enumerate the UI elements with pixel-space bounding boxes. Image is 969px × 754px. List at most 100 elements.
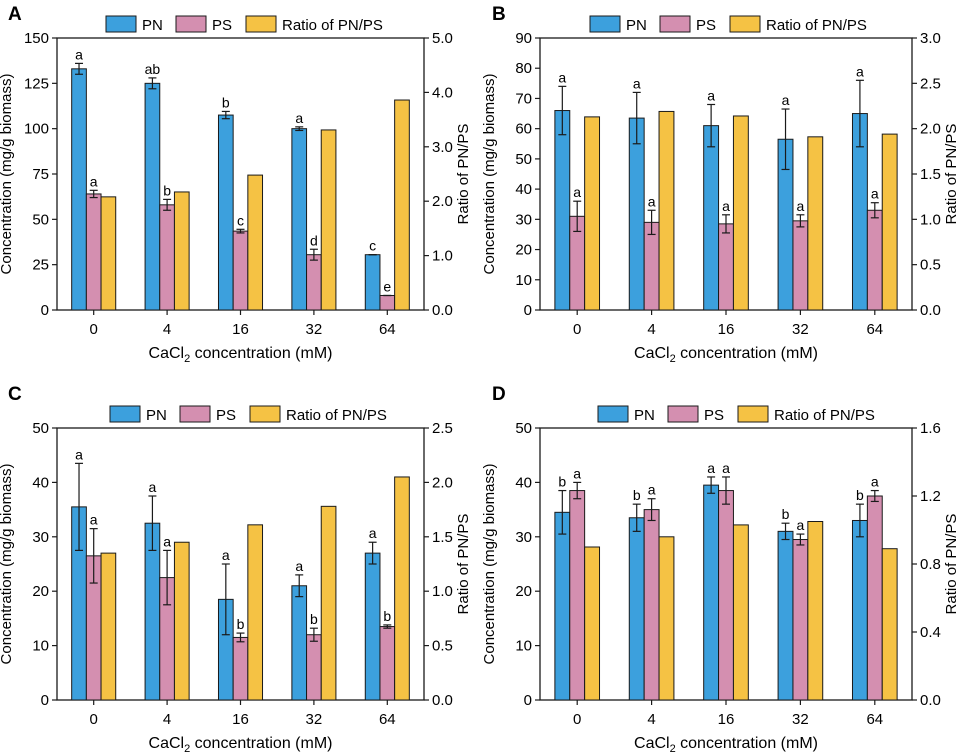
legend-swatch-ratio bbox=[729, 15, 761, 33]
y-tick-label: 0 bbox=[524, 302, 532, 319]
y-tick-label: 60 bbox=[515, 121, 532, 138]
y-axis-title: Concentration (mg/g biomass) bbox=[481, 74, 498, 275]
bar-ratio bbox=[584, 116, 601, 311]
legend-swatch-ratio bbox=[737, 405, 769, 423]
legend-swatch-ps bbox=[175, 15, 207, 33]
bar-ps bbox=[232, 230, 249, 311]
significance-letter-ps: a bbox=[90, 512, 98, 528]
legend-swatch-pn bbox=[105, 15, 137, 33]
bar-ps bbox=[232, 636, 249, 701]
bar-ps bbox=[792, 220, 809, 311]
y2-tick-label: 4.0 bbox=[432, 84, 453, 101]
x-axis-title: CaCl2 concentration (mM) bbox=[634, 345, 818, 365]
significance-letter-pn: a bbox=[369, 525, 377, 541]
significance-letter-pn: a bbox=[856, 63, 864, 79]
y-tick-label: 50 bbox=[515, 420, 532, 437]
y2-axis-title: Ratio of PN/PS bbox=[455, 124, 472, 225]
y-tick-label: 30 bbox=[515, 211, 532, 228]
bar-pn bbox=[364, 254, 381, 311]
x-tick-label: 32 bbox=[792, 711, 809, 728]
y2-tick-label: 3.0 bbox=[432, 139, 453, 156]
legend: PN PS Ratio of PN/PS bbox=[589, 15, 867, 34]
y-tick-label: 0 bbox=[41, 302, 49, 319]
legend-label-ratio: Ratio of PN/PS bbox=[766, 17, 867, 34]
x-tick-label: 4 bbox=[647, 321, 655, 338]
bar-ratio bbox=[320, 129, 337, 311]
y-tick-label: 30 bbox=[32, 529, 49, 546]
bar-ratio bbox=[100, 196, 117, 311]
significance-letter-pn: b bbox=[558, 474, 566, 490]
bar-ratio bbox=[732, 115, 749, 311]
legend: PN PS Ratio of PN/PS bbox=[105, 15, 383, 34]
significance-letter-ps: a bbox=[797, 198, 805, 214]
bar-ratio bbox=[807, 136, 824, 311]
panel-b: BPN PS Ratio of PN/PS01020304050607080900.… bbox=[481, 4, 960, 365]
y2-tick-label: 0.5 bbox=[432, 638, 453, 655]
legend-label-pn: PN bbox=[626, 17, 647, 34]
bar-pn bbox=[628, 117, 645, 311]
legend-swatch-ratio bbox=[249, 405, 281, 423]
legend-label-ratio: Ratio of PN/PS bbox=[286, 407, 387, 424]
y-tick-label: 50 bbox=[515, 151, 532, 168]
significance-letter-pn: a bbox=[222, 547, 230, 563]
x-tick-label: 0 bbox=[90, 321, 98, 338]
bar-pn bbox=[554, 110, 571, 311]
significance-letter-ps: b bbox=[237, 616, 245, 632]
y2-tick-label: 1.6 bbox=[920, 420, 941, 437]
x-tick-label: 16 bbox=[718, 321, 735, 338]
y-tick-label: 20 bbox=[515, 242, 532, 259]
x-tick-label: 16 bbox=[232, 321, 249, 338]
significance-letter-ps: b bbox=[310, 611, 318, 627]
y2-tick-label: 1.5 bbox=[432, 529, 453, 546]
bar-ps bbox=[379, 294, 396, 311]
y-tick-label: 125 bbox=[24, 75, 49, 92]
y2-tick-label: 0.0 bbox=[920, 302, 941, 319]
legend-label-pn: PN bbox=[142, 17, 163, 34]
x-tick-label: 32 bbox=[306, 711, 323, 728]
significance-letter-ps: a bbox=[797, 517, 805, 533]
x-tick-label: 0 bbox=[573, 321, 581, 338]
significance-letter-pn: a bbox=[782, 92, 790, 108]
significance-letter-pn: a bbox=[75, 446, 83, 462]
significance-letter-pn: b bbox=[856, 487, 864, 503]
bar-ratio bbox=[881, 548, 898, 701]
panel-c: CPN PS Ratio of PN/PS010203040500.00.51.01… bbox=[0, 384, 472, 754]
significance-letter-pn: b bbox=[633, 487, 641, 503]
y-tick-label: 80 bbox=[515, 60, 532, 77]
x-tick-label: 0 bbox=[90, 711, 98, 728]
significance-letter-ps: a bbox=[573, 184, 581, 200]
y2-tick-label: 1.2 bbox=[920, 488, 941, 505]
significance-letter-ps: c bbox=[237, 212, 244, 228]
significance-letter-ps: a bbox=[90, 173, 98, 189]
bar-ratio bbox=[732, 524, 749, 701]
y-tick-label: 75 bbox=[32, 166, 49, 183]
y2-tick-label: 2.5 bbox=[920, 75, 941, 92]
legend-label-ps: PS bbox=[212, 17, 232, 34]
x-tick-label: 0 bbox=[573, 711, 581, 728]
bar-ratio bbox=[394, 476, 410, 701]
y2-axis-title: Ratio of PN/PS bbox=[943, 124, 960, 225]
y-tick-label: 90 bbox=[515, 30, 532, 47]
x-tick-label: 4 bbox=[163, 711, 171, 728]
significance-letter-pn: a bbox=[295, 558, 303, 574]
significance-letter-pn: ab bbox=[145, 61, 161, 77]
y-tick-label: 50 bbox=[32, 211, 49, 228]
significance-letter-ps: e bbox=[383, 278, 391, 294]
bar-ratio bbox=[320, 505, 337, 701]
legend-swatch-ps bbox=[179, 405, 211, 423]
bar-ps bbox=[718, 490, 734, 701]
legend-label-ps: PS bbox=[216, 407, 236, 424]
y-tick-label: 40 bbox=[515, 181, 532, 198]
y-tick-label: 20 bbox=[32, 583, 49, 600]
significance-letter-ps: a bbox=[871, 474, 879, 490]
bar-ratio bbox=[658, 536, 675, 701]
x-axis-title-rest: concentration (mM) bbox=[676, 735, 818, 752]
legend-swatch-pn bbox=[597, 405, 629, 423]
x-axis-title: CaCl2 concentration (mM) bbox=[634, 735, 818, 754]
x-axis-title-main: CaCl bbox=[634, 345, 670, 362]
bar-ps bbox=[379, 626, 396, 701]
panel-label: B bbox=[492, 4, 506, 25]
significance-letter-pn: a bbox=[707, 460, 715, 476]
significance-letter-pn: a bbox=[558, 69, 566, 85]
legend-label-ratio: Ratio of PN/PS bbox=[774, 407, 875, 424]
